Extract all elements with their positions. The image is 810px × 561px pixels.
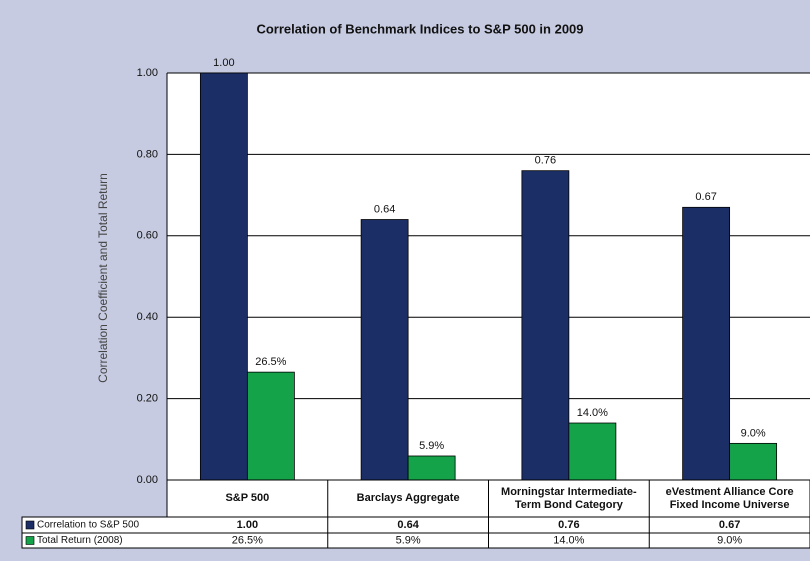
data-label: 0.67 bbox=[695, 191, 716, 203]
bar bbox=[360, 219, 409, 481]
data-label: 1.00 bbox=[213, 57, 234, 69]
y-tick-label: 0.60 bbox=[137, 230, 158, 242]
chart-title: Correlation of Benchmark Indices to S&P … bbox=[256, 21, 583, 36]
table-value: 1.00 bbox=[237, 519, 258, 531]
legend-label: Correlation to S&P 500 bbox=[37, 520, 140, 531]
y-tick-label: 1.00 bbox=[137, 67, 158, 79]
x-tick-label: S&P 500 bbox=[225, 492, 270, 505]
table-value: 0.76 bbox=[558, 519, 579, 531]
category-cell: S&P 500 bbox=[225, 492, 270, 505]
bar bbox=[568, 422, 617, 481]
data-label: 14.0% bbox=[577, 407, 608, 419]
table-value: 26.5% bbox=[232, 534, 263, 546]
data-label: 26.5% bbox=[255, 356, 286, 368]
legend-label: Total Return (2008) bbox=[37, 535, 123, 546]
table-value: 9.0% bbox=[717, 534, 742, 546]
table-value: 0.64 bbox=[397, 519, 419, 531]
bar bbox=[246, 371, 295, 481]
y-tick-label: 0.40 bbox=[137, 311, 158, 323]
bar bbox=[407, 455, 456, 481]
bar bbox=[521, 170, 570, 481]
table-value: 5.9% bbox=[396, 534, 421, 546]
data-label: 5.9% bbox=[419, 440, 444, 452]
table-value: 0.67 bbox=[719, 519, 740, 531]
y-axis-title: Correlation Coefficient and Total Return bbox=[96, 173, 110, 383]
bar bbox=[682, 206, 731, 481]
legend-swatch bbox=[25, 520, 35, 530]
x-tick-label: Barclays Aggregate bbox=[356, 492, 460, 505]
legend-swatch bbox=[25, 536, 35, 545]
y-tick-label: 0.20 bbox=[137, 393, 158, 405]
y-tick-label: 0.00 bbox=[137, 474, 158, 486]
category-cell: eVestment Alliance Core Fixed Income Uni… bbox=[665, 486, 794, 511]
table-value: 14.0% bbox=[553, 534, 584, 546]
data-label: 0.64 bbox=[374, 203, 395, 215]
category-cell: Barclays Aggregate bbox=[356, 492, 460, 505]
category-cell: Morningstar Intermediate-Term Bond Categ… bbox=[501, 486, 637, 511]
bar bbox=[199, 72, 248, 481]
x-tick-label: Morningstar Intermediate-Term Bond Categ… bbox=[501, 486, 637, 511]
bar bbox=[729, 442, 778, 481]
data-label: 0.76 bbox=[535, 155, 556, 167]
data-label: 9.0% bbox=[741, 427, 766, 439]
x-tick-label: eVestment Alliance Core Fixed Income Uni… bbox=[665, 486, 794, 511]
y-tick-label: 0.80 bbox=[137, 148, 158, 160]
